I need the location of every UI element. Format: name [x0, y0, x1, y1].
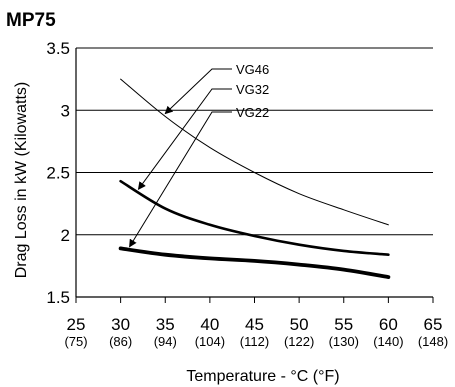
- series-line-vg22: [118, 246, 391, 279]
- x-tick-label-fahrenheit: (112): [240, 334, 269, 349]
- x-tick-label-fahrenheit: (140): [373, 334, 403, 349]
- y-tick-labels: 1.5 2 2.5 3 3.5: [46, 39, 70, 307]
- x-tick-label: 55: [334, 315, 353, 334]
- x-tick-label: 60: [379, 315, 398, 334]
- x-tick-label-fahrenheit: (75): [64, 334, 87, 349]
- series-label-vg32: VG32: [236, 82, 269, 97]
- leader-vg22: [129, 111, 232, 248]
- x-tick-label: 30: [111, 315, 130, 334]
- x-tick-label: 35: [156, 315, 175, 334]
- x-tick-label-fahrenheit: (122): [284, 334, 314, 349]
- y-tick-label: 3.5: [46, 39, 70, 58]
- series-lines: [118, 78, 391, 279]
- x-tick-label: 65: [424, 315, 443, 334]
- y-tick-label: 2.5: [46, 164, 70, 183]
- series-line-vg46: [120, 78, 389, 226]
- series-annotations: VG46 VG32 VG22: [129, 62, 269, 248]
- y-tick-label: 1.5: [46, 288, 70, 307]
- x-tick-label: 45: [245, 315, 264, 334]
- series-label-vg22: VG22: [236, 105, 269, 120]
- chart-title: MP75: [6, 10, 56, 31]
- y-tick-label: 2: [61, 226, 70, 245]
- x-tick-label: 40: [200, 315, 219, 334]
- x-tick-label-fahrenheit: (86): [109, 334, 132, 349]
- x-tick-label-fahrenheit: (104): [195, 334, 225, 349]
- y-axis-label: Drag Loss in kW (Kilowatts): [13, 82, 30, 279]
- x-tick-label: 25: [67, 315, 86, 334]
- y-tick-label: 3: [61, 101, 70, 120]
- x-tick-label-fahrenheit: (94): [154, 334, 177, 349]
- leader-vg32: [137, 88, 232, 191]
- x-axis-label: Temperature - °C (°F): [186, 368, 339, 385]
- axes: [75, 48, 434, 303]
- series-label-vg46: VG46: [236, 62, 269, 77]
- series-line-vg32: [119, 179, 390, 256]
- x-tick-label-fahrenheit: (148): [418, 334, 448, 349]
- leader-vg46: [164, 68, 232, 115]
- x-tick-labels: 25(75) 30(86) 35(94) 40(104) 45(112) 50(122) 5…: [64, 315, 448, 349]
- x-tick-label-fahrenheit: (130): [329, 334, 359, 349]
- x-tick-label: 50: [290, 315, 309, 334]
